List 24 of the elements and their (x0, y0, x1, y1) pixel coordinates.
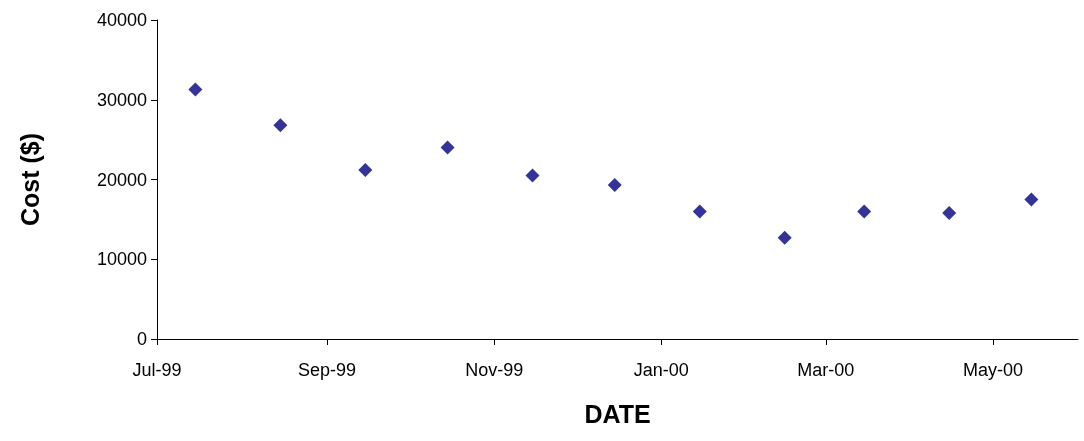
x-tick-label: Mar-00 (797, 360, 855, 380)
y-tick-label: 40000 (96, 10, 147, 30)
y-tick-label: 0 (136, 329, 147, 349)
point (188, 82, 203, 97)
x-axis-title: DATE (584, 399, 651, 428)
point (273, 118, 288, 133)
point (692, 204, 707, 219)
y-tick-label: 30000 (96, 89, 147, 110)
point (440, 140, 455, 155)
point (607, 178, 622, 193)
point (358, 162, 373, 177)
x-tick-label: Jul-99 (132, 360, 182, 380)
y-tick-label: 20000 (96, 169, 147, 190)
point (525, 168, 540, 183)
x-tick-label: Sep-99 (297, 360, 356, 380)
x-tick-label: Nov-99 (465, 360, 524, 380)
x-tick-label: Jan-00 (633, 360, 689, 380)
point (777, 230, 792, 245)
point (1024, 192, 1039, 207)
y-tick-label: 10000 (96, 249, 147, 270)
point (857, 204, 872, 219)
point (942, 205, 957, 220)
y-axis-title: Cost ($) (15, 132, 44, 227)
x-tick-label: May-00 (963, 360, 1024, 380)
